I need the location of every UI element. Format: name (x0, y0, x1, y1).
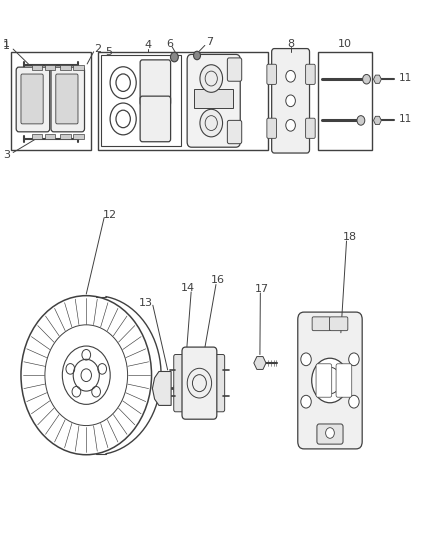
Circle shape (286, 119, 295, 131)
Text: 18: 18 (343, 232, 357, 243)
Text: 5: 5 (105, 47, 112, 57)
Text: 1: 1 (3, 39, 10, 50)
Bar (45, 134, 55, 139)
Polygon shape (152, 372, 171, 406)
Bar (98, 52, 268, 150)
Circle shape (301, 353, 311, 366)
Circle shape (319, 367, 341, 394)
Polygon shape (254, 357, 266, 369)
Text: 1: 1 (3, 42, 10, 52)
Text: 8: 8 (287, 39, 294, 49)
FancyBboxPatch shape (316, 364, 332, 397)
Text: 3: 3 (3, 150, 10, 160)
Circle shape (325, 427, 334, 438)
Circle shape (349, 395, 359, 408)
Text: 11: 11 (399, 114, 413, 124)
FancyBboxPatch shape (212, 354, 225, 412)
Circle shape (194, 51, 201, 60)
FancyBboxPatch shape (140, 60, 171, 106)
FancyBboxPatch shape (227, 58, 242, 81)
Text: 16: 16 (211, 274, 225, 285)
FancyBboxPatch shape (298, 312, 362, 449)
Circle shape (286, 70, 295, 82)
FancyBboxPatch shape (21, 74, 43, 124)
Bar (194, 88, 233, 108)
Bar (32, 134, 42, 139)
Polygon shape (374, 75, 381, 83)
Bar (73, 134, 84, 139)
Circle shape (357, 116, 365, 125)
FancyBboxPatch shape (182, 347, 217, 419)
FancyBboxPatch shape (306, 64, 315, 84)
Bar (60, 134, 71, 139)
Text: 14: 14 (180, 282, 195, 293)
FancyBboxPatch shape (272, 49, 310, 153)
Circle shape (301, 395, 311, 408)
Bar (60, 65, 71, 70)
FancyBboxPatch shape (267, 118, 276, 139)
Text: 12: 12 (103, 209, 117, 220)
Bar (11, 52, 92, 150)
Circle shape (286, 95, 295, 107)
Text: 7: 7 (206, 37, 213, 47)
FancyBboxPatch shape (329, 317, 348, 330)
Circle shape (318, 319, 325, 328)
FancyBboxPatch shape (312, 317, 330, 330)
Circle shape (312, 358, 348, 403)
Text: 2: 2 (95, 44, 102, 54)
Text: 13: 13 (139, 297, 153, 308)
Circle shape (349, 353, 359, 366)
FancyBboxPatch shape (56, 74, 78, 124)
Text: 10: 10 (338, 39, 352, 49)
Circle shape (363, 75, 371, 84)
FancyBboxPatch shape (174, 354, 188, 412)
FancyBboxPatch shape (227, 120, 242, 144)
Bar (45, 65, 55, 70)
Bar (73, 65, 84, 70)
FancyBboxPatch shape (317, 424, 343, 444)
Circle shape (200, 109, 223, 137)
FancyBboxPatch shape (336, 364, 352, 397)
Bar (318, 52, 372, 150)
Text: 6: 6 (166, 39, 173, 49)
FancyBboxPatch shape (16, 67, 49, 132)
FancyBboxPatch shape (306, 118, 315, 139)
Circle shape (335, 319, 343, 328)
Text: 4: 4 (145, 41, 152, 51)
Polygon shape (374, 116, 381, 125)
FancyBboxPatch shape (51, 67, 85, 132)
Text: 11: 11 (399, 72, 413, 83)
Circle shape (170, 52, 178, 62)
Circle shape (200, 64, 223, 92)
FancyBboxPatch shape (187, 54, 240, 147)
FancyBboxPatch shape (140, 96, 171, 142)
Bar (32, 65, 42, 70)
Text: 17: 17 (254, 284, 269, 294)
FancyBboxPatch shape (267, 64, 276, 84)
Bar (101, 55, 181, 146)
